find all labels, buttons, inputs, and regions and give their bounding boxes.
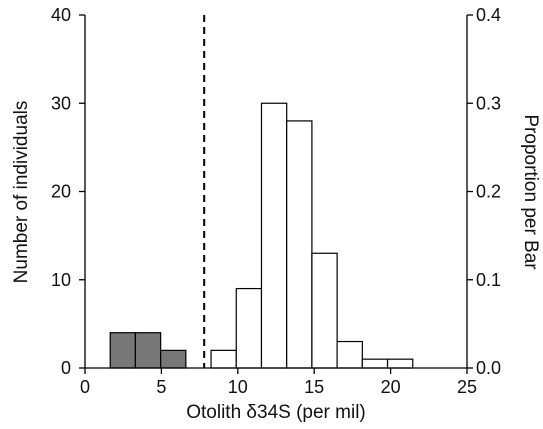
left-y-axis-title: Number of individuals <box>11 101 32 284</box>
histogram-bar <box>210 349 237 369</box>
histogram-bar <box>109 332 137 369</box>
histogram-bar <box>386 358 414 369</box>
left-y-tick-label: 0 <box>61 358 71 378</box>
right-y-tick-label: 0.0 <box>476 358 501 378</box>
x-tick-label: 0 <box>80 377 90 397</box>
histogram-bar <box>160 349 187 369</box>
ticks-layer: 0 5 10 15 20 25 0 10 20 30 40 0.0 0.1 0.2 0.3 0.4 <box>51 5 501 397</box>
right-y-tick-label: 0.1 <box>476 270 501 290</box>
right-y-tick-label: 0.4 <box>476 5 501 25</box>
histogram-bar <box>260 102 288 369</box>
left-y-tick-label: 10 <box>51 270 71 290</box>
right-y-tick-label: 0.2 <box>476 182 501 202</box>
histogram-bar <box>286 120 313 369</box>
histogram-bar <box>336 340 363 369</box>
x-tick-label: 25 <box>457 377 477 397</box>
histogram-bar <box>235 287 263 369</box>
left-y-tick-label: 30 <box>51 93 71 113</box>
right-y-tick-label: 0.3 <box>476 93 501 113</box>
left-y-tick-label: 20 <box>51 182 71 202</box>
x-tick-label: 10 <box>228 377 248 397</box>
x-tick-label: 5 <box>156 377 166 397</box>
right-y-axis-title: Proportion per Bar <box>520 114 541 270</box>
bars-layer <box>109 102 414 369</box>
histogram-bar <box>134 332 162 369</box>
x-axis-title: Otolith δ34S (per mil) <box>186 402 366 423</box>
histogram-bar <box>361 358 389 369</box>
histogram-bar <box>311 252 338 369</box>
x-tick-label: 15 <box>304 377 324 397</box>
left-y-tick-label: 40 <box>51 5 71 25</box>
x-tick-label: 20 <box>381 377 401 397</box>
